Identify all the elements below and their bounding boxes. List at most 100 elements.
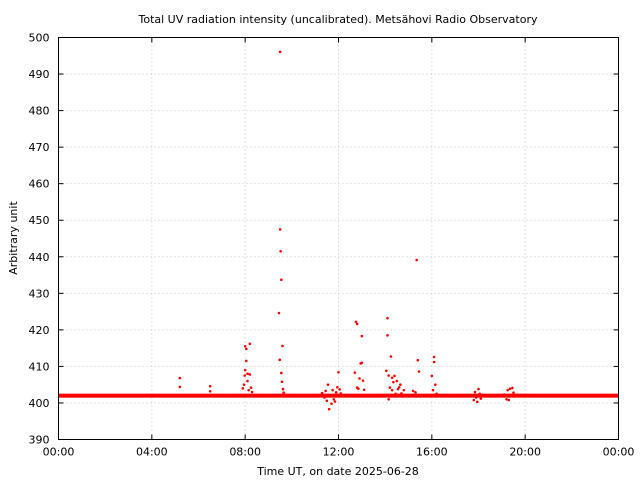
data-point [474,396,478,399]
data-point [281,387,285,391]
data-point [502,393,506,396]
data-point [278,228,282,231]
data-point [477,387,480,391]
data-point [357,387,360,391]
data-point [208,389,212,393]
y-tick-label: 410 [29,360,50,373]
data-point [386,316,389,320]
data-point [324,389,327,393]
data-point [332,398,336,401]
y-tick-label: 480 [29,105,50,118]
data-point [472,398,476,402]
data-point [243,368,247,372]
data-point [399,383,402,386]
data-point [246,372,249,376]
data-point [281,344,284,348]
data-point [277,311,281,315]
data-point [360,334,364,338]
data-point [388,386,392,389]
data-point [245,347,248,351]
data-point [242,383,246,386]
data-point [279,249,282,253]
data-point [473,390,477,394]
data-point [506,388,509,392]
y-tick-label: 450 [29,214,50,227]
data-point [401,395,404,398]
data-point [329,395,332,398]
data-point [325,399,329,403]
x-tick-label: 16:00 [416,446,448,459]
data-point [476,400,479,404]
y-tick-label: 470 [29,141,50,154]
data-point [337,370,340,374]
data-point [508,387,512,391]
data-point [416,358,420,362]
data-point [336,385,339,389]
x-tick-label: 04:00 [136,446,168,459]
data-point [280,371,283,375]
data-point [178,376,182,380]
data-point [245,359,248,363]
y-tick-label: 490 [29,68,50,81]
data-point [386,334,389,337]
data-point [411,389,415,393]
data-point [507,398,511,402]
x-axis: 00:00 04:00 08:00 12:00 16:00 20:00 00:00 [43,37,635,459]
y-tick-label: 390 [29,434,50,447]
y-tick-label: 420 [29,324,50,337]
data-point [354,320,358,324]
x-tick-label: 20:00 [509,446,541,459]
data-point [358,377,361,380]
data-point [394,392,397,396]
data-point [282,391,285,395]
data-point [361,379,365,382]
data-point [280,380,284,384]
y-tick-label: 440 [29,251,50,264]
chart-title: Total UV radiation intensity (uncalibrat… [138,13,538,26]
data-point [327,407,331,411]
data-point [432,360,436,364]
data-point [431,388,435,392]
data-point [397,385,401,389]
data-point [430,374,434,378]
data-point [395,379,399,383]
data-point [249,386,253,389]
data-point [243,374,246,377]
baseline-band [58,393,619,398]
data-point [479,397,483,400]
data-point [392,380,395,384]
data-point [385,369,388,373]
data-point [509,393,513,397]
data-point [402,388,406,392]
data-point [360,361,364,365]
data-point [505,398,508,401]
data-point [417,370,421,373]
data-point [250,390,254,394]
x-tick-label: 00:00 [43,446,75,459]
data-point [248,373,252,376]
y-axis: 390 400 410 420 430 440 450 460 470 480 490 500 [29,32,619,447]
y-tick-label: 460 [29,178,50,191]
data-point [339,392,343,395]
data-point [393,374,396,378]
x-tick-label: 00:00 [603,446,635,459]
y-axis-label: Arbitrary unit [7,201,20,275]
data-point [247,388,250,392]
data-point [330,402,333,405]
data-point [389,355,393,358]
x-tick-label: 08:00 [229,446,261,459]
data-point [334,391,338,394]
data-point [390,376,394,380]
data-point [432,355,436,359]
data-point [512,391,515,395]
data-point [326,383,330,386]
data-point [387,398,390,401]
data-point [400,392,403,395]
data-point [248,342,252,346]
data-point [355,322,359,326]
x-tick-label: 12:00 [323,446,355,459]
y-tick-label: 400 [29,397,50,410]
data-point [246,379,249,383]
y-tick-label: 500 [29,32,50,45]
